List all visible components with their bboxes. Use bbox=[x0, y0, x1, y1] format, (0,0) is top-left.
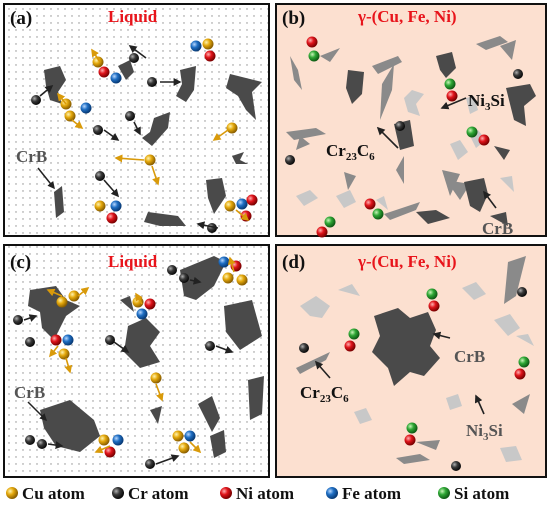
ni-atom-icon bbox=[220, 487, 232, 499]
panel-b-cr23c6-label: Cr23C6 bbox=[326, 141, 375, 163]
panel-d-label: (d) bbox=[282, 252, 305, 273]
cu-atom-icon bbox=[6, 487, 18, 499]
panel-a-title: Liquid bbox=[108, 7, 158, 26]
legend-label-fe: Fe atom bbox=[342, 484, 401, 503]
panel-c-label: (c) bbox=[10, 252, 31, 273]
crb-particles bbox=[44, 60, 262, 226]
panel-d-pointer-arrows bbox=[314, 331, 485, 415]
panel-a-crb-label: CrB bbox=[16, 147, 47, 166]
panel-a-motion-arrows bbox=[39, 45, 250, 230]
legend-label-si: Si atom bbox=[454, 484, 509, 503]
legend-item-fe: Fe atom bbox=[326, 484, 401, 503]
panel-c-crb-particles bbox=[28, 256, 264, 458]
panel-a-liquid-dots bbox=[5, 5, 268, 235]
panel-b: (b) γ-(Cu, Fe, Ni) bbox=[275, 3, 547, 238]
legend-item-si: Si atom bbox=[438, 484, 509, 503]
panel-c: (c) Liquid CrB bbox=[3, 244, 270, 478]
legend-label-cu: Cu atom bbox=[22, 484, 85, 503]
panel-a-atoms bbox=[31, 38, 258, 233]
legend-label-ni: Ni atom bbox=[236, 484, 294, 503]
legend-item-ni: Ni atom bbox=[220, 484, 294, 503]
panel-a: (a) Liquid CrB bbox=[3, 3, 270, 237]
panel-b-pointer-arrows bbox=[376, 97, 497, 209]
cr-atom-icon bbox=[112, 487, 124, 499]
panel-a-crb-arrow bbox=[37, 167, 55, 190]
panel-b-label: (b) bbox=[282, 8, 305, 29]
panel-c-motion-arrows bbox=[23, 256, 236, 465]
panel-d: (d) γ-(Cu, Fe, Ni) bbox=[275, 244, 547, 478]
panel-d-carbides bbox=[296, 256, 530, 464]
legend: Cu atom Cr atom Ni atom Fe atom Si atom bbox=[6, 484, 509, 503]
panel-c-crb-arrow bbox=[27, 401, 48, 422]
panel-d-ni3si-label: Ni3Si bbox=[466, 421, 503, 443]
panel-b-frame bbox=[275, 3, 547, 237]
panel-d-cr23c6-label: Cr23C6 bbox=[300, 383, 349, 405]
panel-c-title: Liquid bbox=[108, 252, 158, 271]
panel-b-title: γ-(Cu, Fe, Ni) bbox=[357, 7, 457, 26]
fe-atom-icon bbox=[326, 487, 338, 499]
panel-d-crb-particle bbox=[372, 308, 440, 386]
panel-c-crb-label: CrB bbox=[14, 383, 45, 402]
panel-b-atoms bbox=[285, 36, 523, 238]
si-atom-icon bbox=[438, 487, 450, 499]
panel-b-ni3si-label: Ni3Si bbox=[468, 91, 505, 113]
panel-d-title: γ-(Cu, Fe, Ni) bbox=[357, 252, 457, 271]
panel-b-silicides bbox=[296, 90, 514, 210]
panel-b-carbides bbox=[286, 36, 516, 220]
panel-d-silicides bbox=[300, 282, 534, 462]
legend-item-cu: Cu atom bbox=[6, 484, 85, 503]
legend-label-cr: Cr atom bbox=[128, 484, 189, 503]
legend-item-cr: Cr atom bbox=[112, 484, 189, 503]
panel-c-atoms bbox=[13, 256, 248, 469]
panel-a-label: (a) bbox=[10, 8, 32, 29]
panel-d-crb-label: CrB bbox=[454, 347, 485, 366]
panel-d-atoms bbox=[299, 287, 530, 471]
panel-b-crb-label: CrB bbox=[482, 219, 513, 238]
